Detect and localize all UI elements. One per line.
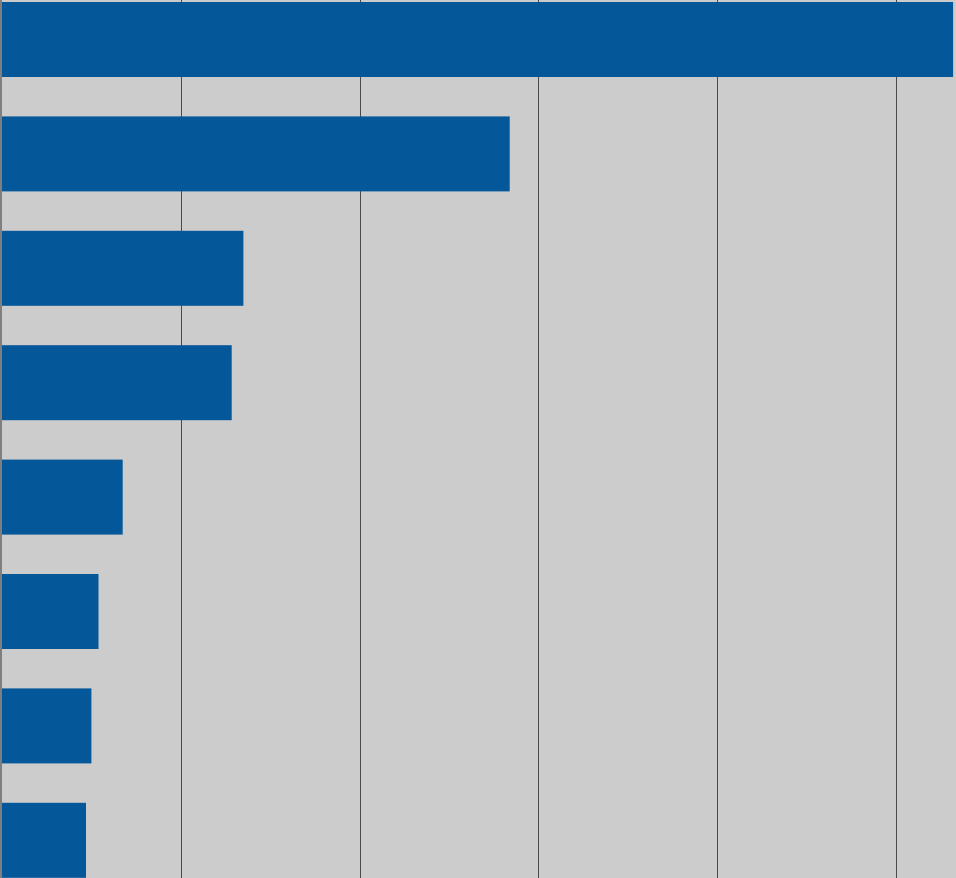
bar-5 — [2, 459, 123, 535]
bar-4 — [2, 345, 232, 421]
bar-3 — [2, 230, 244, 306]
bar-7 — [2, 688, 92, 764]
bar-6 — [2, 574, 99, 649]
bar-8 — [2, 802, 86, 878]
bar-2 — [2, 116, 510, 192]
bar-1 — [2, 2, 954, 77]
